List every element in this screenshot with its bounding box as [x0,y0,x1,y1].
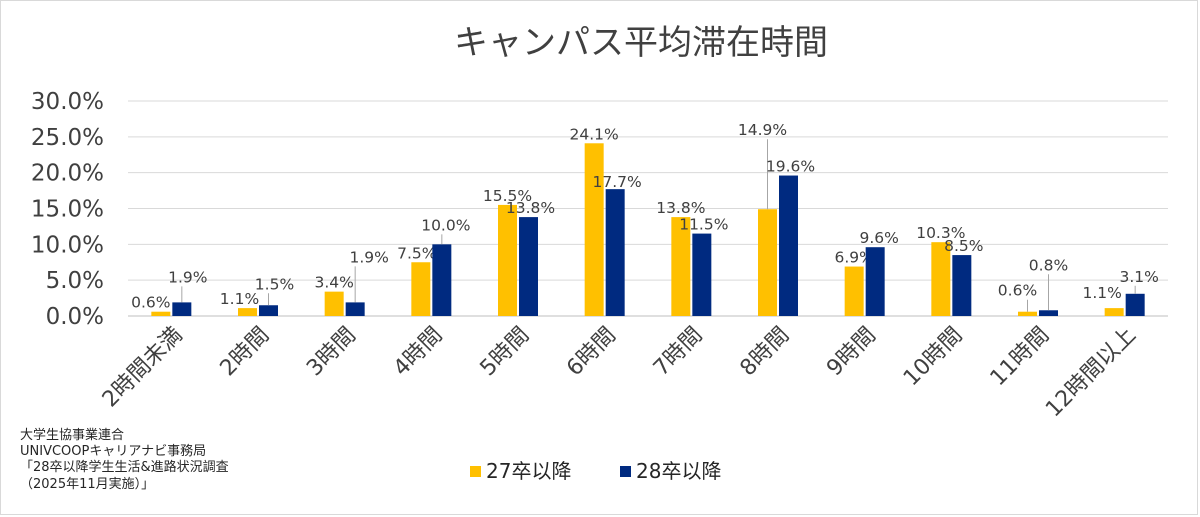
x-tick-label: 8時間 [736,323,795,382]
bar [952,255,972,316]
bar [151,311,171,316]
x-tick-label: 2時間 [216,323,275,382]
bar [172,302,192,316]
chart-title: キャンパス平均滞在時間 [454,23,828,63]
source-line: 大学生協事業連合 [20,428,125,443]
data-label: 1.1% [1082,284,1121,302]
data-label: 14.9% [738,121,787,139]
bar [865,247,885,316]
bar [605,189,625,316]
data-label: 1.1% [220,290,259,308]
data-label: 10.0% [421,216,470,234]
bar [1104,308,1124,316]
x-tick-label: 7時間 [649,323,708,382]
data-label: 6.9% [834,249,873,267]
bar [671,217,691,316]
source-line: 「28卒以降学生生活&進路状況調査 [20,460,229,476]
y-tick-label: 15.0% [31,197,104,223]
source-line: UNIVCOOPキャリアナビ事務局 [20,444,207,460]
data-label: 1.5% [255,275,294,293]
x-tick-label: 9時間 [822,323,881,382]
legend-swatch [620,466,631,477]
y-tick-label: 10.0% [31,232,104,258]
data-label: 3.1% [1119,268,1158,286]
bar [238,308,257,316]
x-tick-label: 2時間未満 [98,323,188,413]
data-label: 0.6% [998,282,1037,300]
bar [259,305,278,316]
bar [1018,311,1037,316]
bar [411,262,431,316]
data-label: 7.5% [397,244,436,262]
bar [844,266,864,316]
y-tick-label: 0.0% [46,304,104,330]
bar [519,217,538,316]
y-tick-label: 5.0% [46,268,104,294]
data-label: 9.6% [859,229,898,247]
data-label: 13.8% [656,199,705,217]
x-tick-label: 5時間 [476,323,535,382]
data-label: 0.8% [1029,256,1068,274]
source-line: （2025年11月実施）」 [20,476,155,492]
data-label: 19.6% [766,158,815,176]
bar [324,291,344,316]
data-label: 3.4% [314,274,353,292]
bar [345,302,365,316]
x-tick-label: 6時間 [562,323,621,382]
bar [931,242,951,316]
bar [1125,293,1145,316]
data-label: 10.3% [916,224,965,242]
bar [498,204,517,316]
y-tick-label: 30.0% [31,89,104,115]
x-tick-label: 12時間以上 [1041,323,1141,423]
bar [692,233,712,316]
x-tick-label: 10時間 [899,323,968,392]
data-label: 15.5% [483,187,532,205]
data-label: 1.9% [349,248,388,266]
x-tick-label: 11時間 [986,323,1055,392]
bar [1039,310,1058,316]
bar [779,175,798,316]
source-note: 大学生協事業連合 UNIVCOOPキャリアナビ事務局 「28卒以降学生生活&進路… [20,428,229,493]
bar [584,143,604,316]
legend-label: 27卒以降 [486,459,571,483]
x-tick-label: 4時間 [389,323,448,382]
data-label: 13.8% [506,199,555,217]
data-label: 24.1% [570,125,619,143]
data-label: 8.5% [944,237,983,255]
bar [758,209,777,316]
legend-swatch [470,466,481,477]
y-tick-label: 20.0% [31,161,104,187]
data-label: 1.9% [168,268,207,286]
data-label: 11.5% [679,216,728,234]
legend-label: 28卒以降 [636,459,721,483]
data-label: 17.7% [593,173,642,191]
data-label: 0.6% [131,294,170,312]
bar [432,244,452,316]
y-tick-label: 25.0% [31,125,104,151]
x-tick-label: 3時間 [302,323,361,382]
